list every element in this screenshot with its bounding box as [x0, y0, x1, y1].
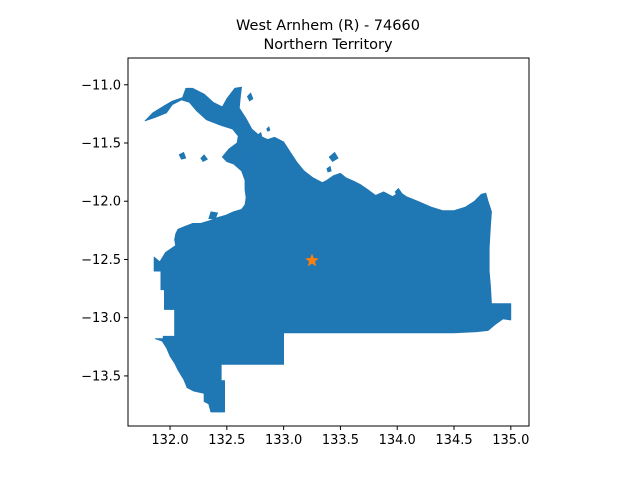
- x-tick-label-6: 135.0: [492, 433, 529, 448]
- y-tick-label-2: −12.0: [81, 195, 121, 210]
- centroid-star-marker: [305, 253, 319, 267]
- island-polygon-2: [328, 151, 339, 162]
- x-tick-label-1: 132.5: [208, 433, 245, 448]
- axes-frame: [127, 57, 530, 427]
- y-tick-label-5: −13.5: [81, 369, 121, 384]
- region-polygon: [144, 86, 512, 413]
- island-polygon-7: [266, 126, 271, 132]
- y-tick-label-3: −12.5: [81, 253, 121, 268]
- island-polygon-3: [326, 165, 332, 173]
- y-tick-label-4: −13.0: [81, 311, 121, 326]
- x-tick-label-4: 134.0: [379, 433, 416, 448]
- island-polygon-1: [249, 156, 257, 170]
- island-polygon-0: [208, 211, 219, 219]
- x-tick-label-3: 133.5: [322, 433, 359, 448]
- y-tick-label-0: −11.0: [81, 78, 121, 93]
- x-tick-label-2: 133.0: [265, 433, 302, 448]
- x-tick-label-5: 134.5: [435, 433, 472, 448]
- chart-subtitle: Northern Territory: [263, 37, 393, 53]
- island-polygon-9: [257, 131, 263, 139]
- y-tick-label-1: −11.5: [81, 137, 121, 152]
- island-polygon-6: [200, 154, 208, 162]
- chart-title: West Arnhem (R) - 74660: [236, 18, 420, 34]
- island-polygon-4: [246, 92, 254, 102]
- x-tick-label-0: 132.0: [151, 433, 188, 448]
- island-polygon-8: [394, 187, 403, 196]
- plot-area: 132.0 132.5 133.0 133.5 134.0 134.5 135.0 −11.0…: [81, 57, 530, 448]
- island-polygon-5: [178, 151, 187, 160]
